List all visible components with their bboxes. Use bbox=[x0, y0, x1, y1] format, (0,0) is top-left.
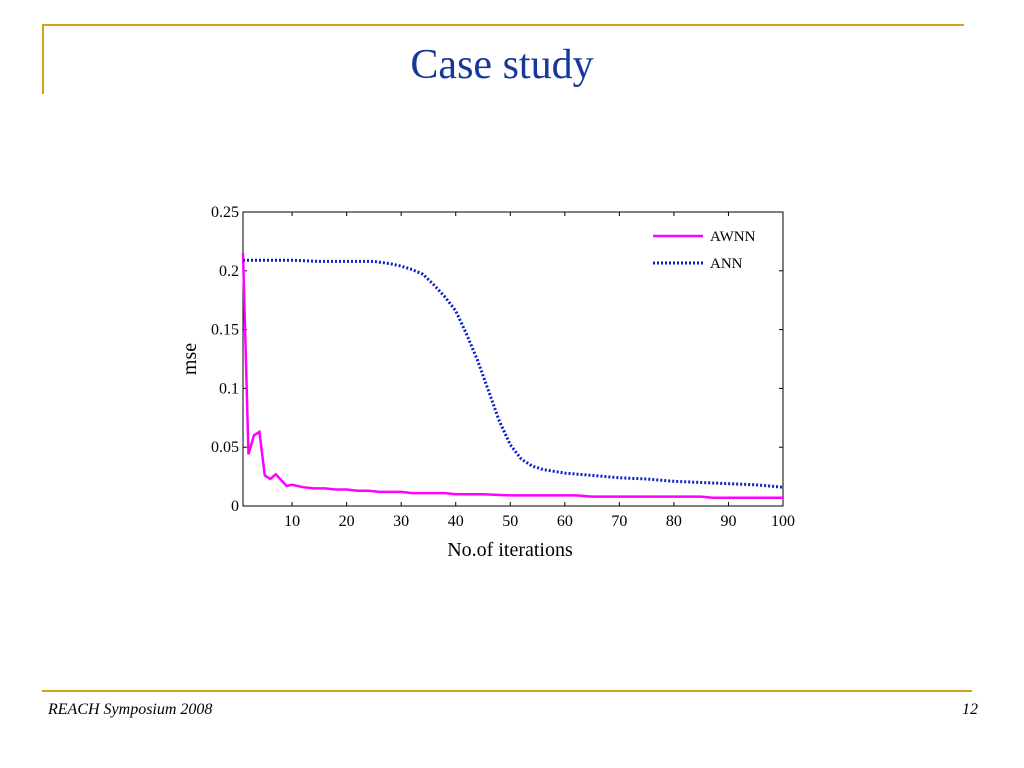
footer-event-name: REACH Symposium 2008 bbox=[48, 701, 213, 718]
x-tick-label: 30 bbox=[393, 513, 409, 530]
slide-title: Case study bbox=[410, 42, 594, 88]
top-accent-line bbox=[42, 24, 964, 26]
x-axis-label: No.of iterations bbox=[447, 539, 573, 561]
x-tick-label: 40 bbox=[448, 513, 464, 530]
series-line-awnn bbox=[241, 253, 783, 500]
y-tick-label: 0.2 bbox=[219, 263, 239, 280]
x-tick-label: 70 bbox=[611, 513, 627, 530]
y-tick-label: 0.25 bbox=[211, 204, 239, 221]
series-line-ann bbox=[243, 258, 784, 489]
y-tick-label: 0.05 bbox=[211, 439, 239, 456]
x-tick-label: 60 bbox=[557, 513, 573, 530]
x-tick-label: 10 bbox=[284, 513, 300, 530]
y-tick-label: 0.1 bbox=[219, 380, 239, 397]
left-accent-line bbox=[42, 24, 44, 94]
legend: AWNN ANN bbox=[653, 229, 756, 272]
y-axis-label: mse bbox=[179, 343, 201, 375]
axis-ticks: 10 20 30 40 50 60 70 80 90 100 0 0.05 0.1 0.15 0.2 0.25 bbox=[211, 204, 795, 530]
x-tick-label: 20 bbox=[339, 513, 355, 530]
legend-label-ann: ANN bbox=[710, 256, 743, 272]
page-number: 12 bbox=[962, 701, 978, 718]
series-lines bbox=[241, 253, 784, 500]
y-tick-label: 0 bbox=[231, 498, 239, 515]
legend-label-awnn: AWNN bbox=[710, 229, 756, 245]
x-tick-label: 80 bbox=[666, 513, 682, 530]
footer-accent-line bbox=[42, 690, 972, 692]
y-tick-label: 0.15 bbox=[211, 322, 239, 339]
x-tick-label: 100 bbox=[771, 513, 795, 530]
plot-area bbox=[242, 211, 784, 507]
x-tick-label: 50 bbox=[502, 513, 518, 530]
x-tick-label: 90 bbox=[720, 513, 736, 530]
